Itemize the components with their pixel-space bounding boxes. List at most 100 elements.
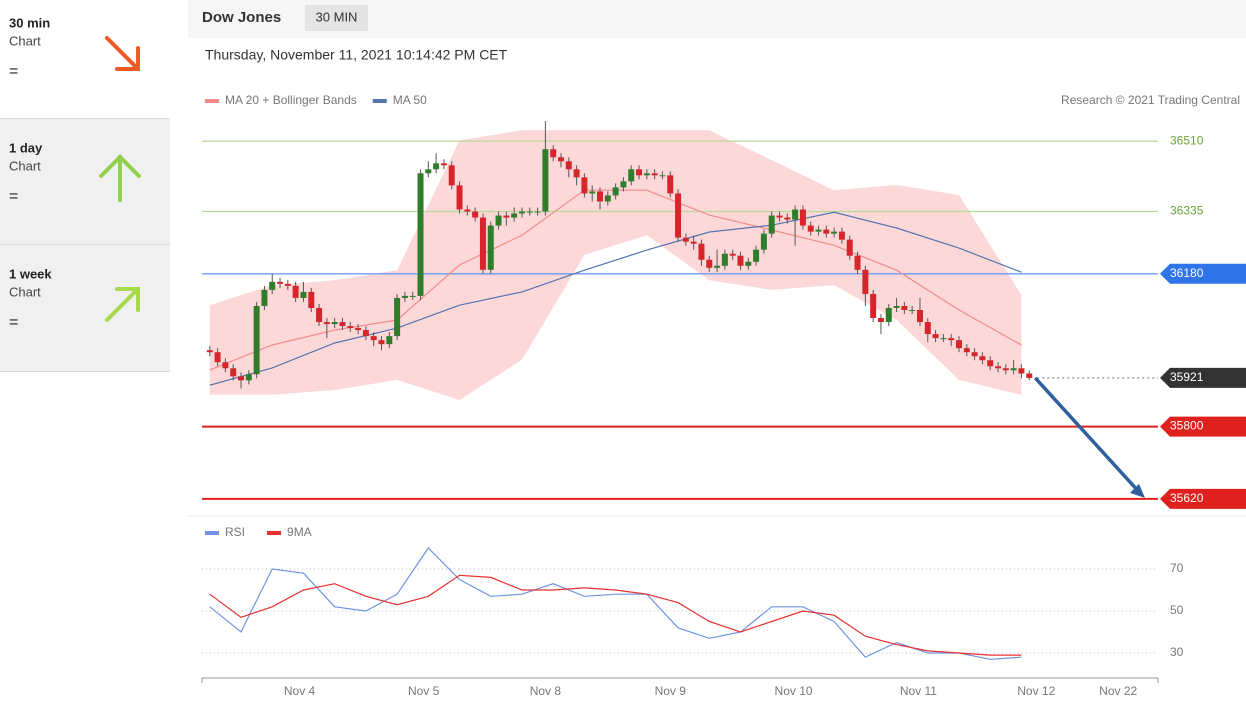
arrow-up-right-icon xyxy=(105,287,140,322)
timeframe-card[interactable] xyxy=(0,0,170,118)
level-tag xyxy=(1160,488,1246,509)
candle-body xyxy=(885,307,892,323)
candle-body xyxy=(768,215,775,234)
timeframe-status: = xyxy=(9,188,18,205)
x-tick-label: Nov 5 xyxy=(408,684,440,698)
candle-body xyxy=(581,177,588,194)
indicator-line xyxy=(209,574,1022,656)
candle-body xyxy=(823,229,830,234)
candle-body xyxy=(448,165,455,186)
x-tick-label: Nov 12 xyxy=(1017,684,1055,698)
legend-label: MA 50 xyxy=(393,93,427,107)
candle-body xyxy=(401,295,408,298)
candle-body xyxy=(557,157,564,162)
level-label: 35800 xyxy=(1170,419,1204,433)
candle-body xyxy=(456,185,463,210)
level-tag xyxy=(1160,416,1246,437)
arrow-down-right-icon xyxy=(105,36,140,71)
forecast-arrow xyxy=(1033,376,1141,494)
candle-body xyxy=(284,283,291,286)
candle-body xyxy=(1002,368,1009,371)
interval-badge[interactable] xyxy=(305,5,368,31)
candle-body xyxy=(238,376,245,381)
candle-body xyxy=(253,305,260,375)
timeframe-period: 30 min xyxy=(9,15,50,30)
candle-body xyxy=(1026,373,1033,378)
candle-body xyxy=(323,322,330,325)
level-label: 35620 xyxy=(1170,491,1204,505)
candle-body xyxy=(690,241,697,244)
legend-label: RSI xyxy=(225,525,245,539)
candle-body xyxy=(526,211,533,213)
candle-body xyxy=(511,213,518,218)
candle-body xyxy=(643,173,650,176)
candle-body xyxy=(292,285,299,298)
candle-body xyxy=(573,169,580,178)
candle-body xyxy=(776,215,783,218)
candle-body xyxy=(417,173,424,296)
candle-body xyxy=(753,249,760,262)
x-tick-label: Nov 11 xyxy=(900,684,937,698)
candle-body xyxy=(464,209,471,212)
candle-body xyxy=(339,322,346,327)
candle-body xyxy=(1010,368,1017,371)
level-tag xyxy=(1160,263,1246,284)
candle-body xyxy=(433,163,440,170)
y-tick-label: 30 xyxy=(1170,645,1184,659)
candle-body xyxy=(565,161,572,170)
candle-body xyxy=(784,217,791,220)
candle-body xyxy=(760,233,767,250)
candle-body xyxy=(487,225,494,270)
candle-body xyxy=(698,243,705,260)
candle-body xyxy=(815,229,822,232)
candle-body xyxy=(472,211,479,218)
x-tick-label: Nov 4 xyxy=(284,684,316,698)
candle-body xyxy=(901,305,908,310)
candle-body xyxy=(394,297,401,337)
candle-body xyxy=(597,191,604,202)
timeframe-label: Chart xyxy=(9,158,41,173)
candle-body xyxy=(963,348,970,353)
candle-body xyxy=(300,291,307,298)
timeframe-period: 1 day xyxy=(9,140,43,155)
candle-body xyxy=(799,209,806,226)
x-tick-label: Nov 9 xyxy=(655,684,687,698)
timeframe-card[interactable] xyxy=(0,119,170,244)
instrument-title: Dow Jones xyxy=(202,9,281,26)
moving-average-line xyxy=(209,211,1022,386)
candle-body xyxy=(940,338,947,340)
candle-body xyxy=(495,215,502,226)
candle-body xyxy=(518,211,525,214)
candle-body xyxy=(370,336,377,341)
candle-body xyxy=(971,352,978,357)
candle-body xyxy=(440,163,447,166)
candle-body xyxy=(955,340,962,349)
candle-body xyxy=(948,338,955,341)
candle-body xyxy=(862,269,869,294)
interval-badge-text: 30 MIN xyxy=(316,9,358,24)
candle-body xyxy=(745,261,752,266)
candle-body xyxy=(831,231,838,234)
candle-body xyxy=(230,368,237,377)
y-tick-label: 70 xyxy=(1170,561,1184,575)
candle-body xyxy=(846,239,853,256)
candle-body xyxy=(604,195,611,202)
timeframe-period: 1 week xyxy=(9,266,52,281)
level-label: 35921 xyxy=(1170,370,1204,384)
timeframe-card[interactable] xyxy=(0,245,170,371)
candle-body xyxy=(261,289,268,306)
candle-body xyxy=(979,356,986,361)
candle-body xyxy=(409,295,416,297)
timeframe-label: Chart xyxy=(9,284,41,299)
level-label: 36510 xyxy=(1170,133,1204,147)
x-axis xyxy=(201,677,1159,683)
credit: Research © 2021 Trading Central xyxy=(1061,93,1240,107)
candle-body xyxy=(995,366,1002,369)
timeframe-label: Chart xyxy=(9,33,41,48)
timeframe-status: = xyxy=(9,314,18,331)
candle-body xyxy=(355,328,362,331)
candle-body xyxy=(612,187,619,196)
candle-body xyxy=(308,291,315,308)
candle-body xyxy=(425,169,432,174)
